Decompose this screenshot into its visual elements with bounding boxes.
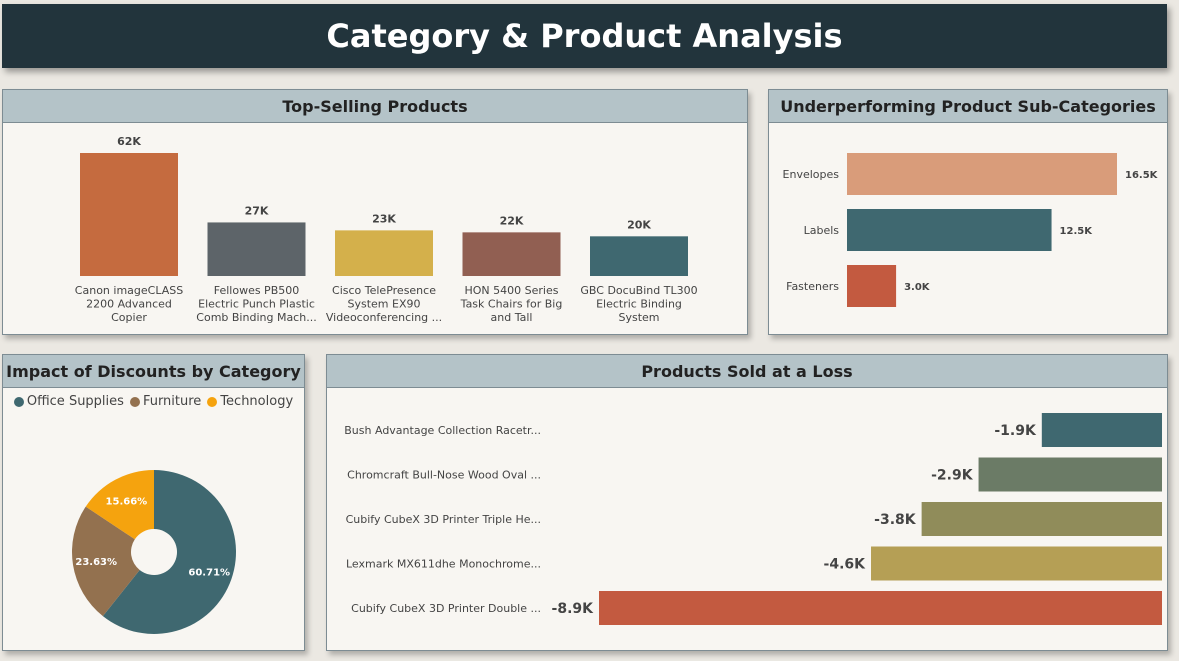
- top-selling-category-label: System EX90: [348, 298, 421, 311]
- top-selling-data-label: 23K: [372, 212, 396, 225]
- pie-slice-label: 15.66%: [106, 496, 148, 507]
- top-selling-data-label: 22K: [500, 214, 524, 227]
- top-selling-category-label: Electric Punch Plastic: [198, 298, 315, 311]
- underperforming-category-label: Envelopes: [783, 168, 840, 181]
- legend-item[interactable]: Furniture: [129, 394, 202, 409]
- top-selling-bar[interactable]: [335, 230, 433, 276]
- top-selling-bar[interactable]: [462, 232, 561, 276]
- top-selling-title: Top-Selling Products: [3, 90, 747, 123]
- loss-data-label: -4.6K: [824, 557, 867, 573]
- underperforming-category-label: Labels: [804, 224, 840, 237]
- legend-item[interactable]: Office Supplies: [13, 394, 124, 409]
- loss-data-label: -8.9K: [552, 601, 595, 617]
- top-selling-bar[interactable]: [590, 236, 688, 276]
- top-selling-category-label: System: [618, 311, 659, 324]
- loss-chart: -1.9K Bush Advantage Collection Racetr...…: [344, 413, 1162, 625]
- loss-bar[interactable]: [599, 591, 1162, 625]
- loss-panel: Products Sold at a Loss -1.9K Bush Advant…: [326, 354, 1168, 651]
- underperforming-data-label: 3.0K: [904, 282, 931, 293]
- underperforming-title: Underperforming Product Sub-Categories: [769, 90, 1167, 123]
- pie-slice-label: 23.63%: [75, 557, 117, 568]
- loss-bar[interactable]: [921, 502, 1162, 536]
- top-selling-category-label: Electric Binding: [596, 298, 682, 311]
- pie-slice[interactable]: [72, 506, 140, 617]
- top-selling-category-label: HON 5400 Series: [465, 284, 559, 297]
- loss-bar[interactable]: [871, 546, 1162, 581]
- legend-label: Technology: [220, 394, 294, 409]
- legend-dot-icon: [207, 396, 218, 407]
- top-selling-panel: Top-Selling Products 62K Canon imageCLASS…: [2, 89, 748, 335]
- top-selling-category-label: 2200 Advanced: [86, 298, 172, 311]
- top-selling-category-label: Copier: [111, 311, 147, 324]
- loss-data-label: -2.9K: [931, 468, 974, 484]
- pie-slice-label: 60.71%: [188, 567, 230, 578]
- legend-dot-icon: [129, 396, 140, 407]
- underperforming-chart: Envelopes 16.5K Labels 12.5K Fasteners 3.0K: [783, 153, 1159, 307]
- top-selling-category-label: Comb Binding Mach...: [196, 311, 316, 324]
- underperforming-panel: Underperforming Product Sub-Categories E…: [768, 89, 1168, 335]
- pie-slice[interactable]: [85, 470, 154, 540]
- underperforming-bar[interactable]: [847, 153, 1117, 195]
- underperforming-data-label: 12.5K: [1060, 226, 1094, 237]
- loss-data-label: -3.8K: [874, 512, 917, 528]
- top-selling-category-label: Task Chairs for Big: [460, 298, 563, 311]
- underperforming-bar[interactable]: [847, 265, 897, 307]
- underperforming-category-label: Fasteners: [786, 280, 839, 293]
- top-selling-data-label: 62K: [117, 135, 141, 148]
- top-selling-category-label: Canon imageCLASS: [75, 284, 183, 297]
- top-selling-category-label: and Tall: [491, 311, 533, 324]
- top-selling-bar[interactable]: [207, 222, 306, 276]
- loss-category-label: Cubify CubeX 3D Printer Triple He...: [346, 513, 541, 526]
- discounts-title: Impact of Discounts by Category: [3, 355, 304, 388]
- discounts-legend: Office Supplies Furniture Technology: [3, 394, 304, 409]
- page-title: Category & Product Analysis: [326, 17, 843, 55]
- dashboard-header: Category & Product Analysis: [2, 4, 1167, 68]
- loss-data-label: -1.9K: [994, 423, 1037, 439]
- loss-category-label: Lexmark MX611dhe Monochrome...: [346, 558, 541, 571]
- top-selling-category-label: GBC DocuBind TL300: [580, 284, 697, 297]
- discounts-pie-chart: 60.71% 23.63% 15.66%: [72, 470, 236, 634]
- underperforming-data-label: 16.5K: [1125, 170, 1159, 181]
- top-selling-category-label: Videoconferencing ...: [326, 311, 442, 324]
- loss-title: Products Sold at a Loss: [327, 355, 1167, 388]
- underperforming-bar[interactable]: [847, 209, 1052, 251]
- discounts-panel: Impact of Discounts by Category Office S…: [2, 354, 305, 651]
- legend-label: Office Supplies: [26, 394, 124, 409]
- top-selling-data-label: 27K: [245, 204, 269, 217]
- loss-category-label: Cubify CubeX 3D Printer Double ...: [351, 602, 541, 615]
- top-selling-data-label: 20K: [627, 218, 651, 231]
- legend-label: Furniture: [142, 394, 202, 409]
- top-selling-bar[interactable]: [80, 153, 178, 276]
- loss-bar[interactable]: [1041, 413, 1162, 447]
- loss-category-label: Chromcraft Bull-Nose Wood Oval ...: [347, 469, 541, 482]
- legend-item[interactable]: Technology: [207, 394, 293, 409]
- pie-slice[interactable]: [102, 470, 236, 634]
- loss-category-label: Bush Advantage Collection Racetr...: [344, 424, 541, 437]
- top-selling-category-label: Fellowes PB500: [214, 284, 300, 297]
- top-selling-category-label: Cisco TelePresence: [332, 284, 436, 297]
- loss-bar[interactable]: [978, 457, 1162, 492]
- legend-dot-icon: [13, 396, 24, 407]
